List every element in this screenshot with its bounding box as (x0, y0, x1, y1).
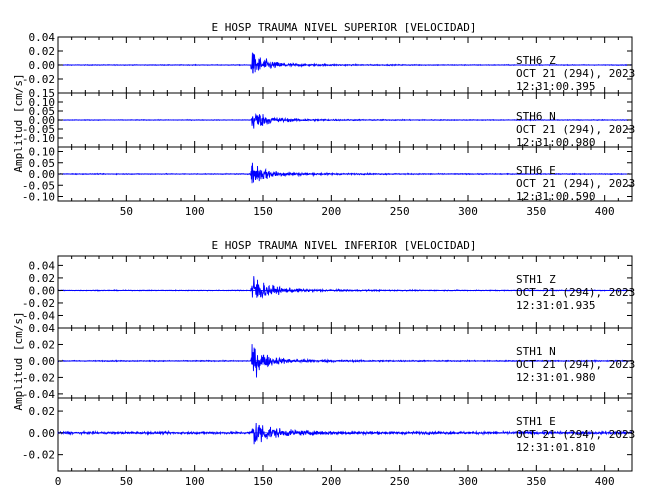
x-tick-label: 0 (55, 475, 62, 488)
y-tick-label: -0.04 (22, 388, 55, 401)
record-time-label: 12:31:01.810 (516, 441, 595, 454)
x-tick-label: 150 (253, 475, 273, 488)
y-tick-label: 0.05 (29, 105, 56, 118)
y-tick-label: 0.02 (29, 405, 56, 418)
waveform-trace (57, 422, 633, 445)
y-tick-label: 0.10 (29, 96, 56, 109)
record-date-label: OCT 21 (294), 2023 (516, 67, 635, 80)
record-time-label: 12:31:01.935 (516, 299, 595, 312)
station-component-label: STH6 N (516, 110, 556, 123)
x-tick-label: 50 (120, 475, 133, 488)
x-tick-label: 350 (526, 205, 546, 218)
y-tick-label: 0.04 (29, 31, 56, 44)
x-tick-label: 100 (185, 475, 205, 488)
upper-chart-title: E HOSP TRAUMA NIVEL SUPERIOR [VELOCIDAD] (212, 21, 477, 34)
record-date-label: OCT 21 (294), 2023 (516, 177, 635, 190)
waveform-trace (57, 344, 633, 378)
station-component-label: STH6 E (516, 164, 556, 177)
lower-level-chart: E HOSP TRAUMA NIVEL INFERIOR [VELOCIDAD]… (12, 239, 635, 488)
y-tick-label: 0.10 (29, 146, 56, 159)
x-tick-label: 400 (595, 205, 615, 218)
record-time-label: 12:31:00.980 (516, 136, 595, 149)
x-tick-label: 300 (458, 475, 478, 488)
x-tick-label: 400 (595, 475, 615, 488)
x-tick-label: 50 (120, 205, 133, 218)
y-tick-label: -0.02 (22, 73, 55, 86)
upper-level-chart: E HOSP TRAUMA NIVEL SUPERIOR [VELOCIDAD]… (12, 21, 635, 218)
record-date-label: OCT 21 (294), 2023 (516, 286, 635, 299)
x-tick-label: 250 (390, 205, 410, 218)
station-component-label: STH1 Z (516, 273, 556, 286)
y-tick-label: -0.05 (22, 179, 55, 192)
station-component-label: STH1 N (516, 345, 556, 358)
station-component-label: STH1 E (516, 415, 556, 428)
y-tick-label: 0.02 (29, 272, 56, 285)
upper-y-axis-label: Amplitud [cm/s] (12, 73, 25, 172)
y-tick-label: 0.00 (29, 114, 56, 127)
record-time-label: 12:31:01.980 (516, 371, 595, 384)
y-tick-label: -0.05 (22, 123, 55, 136)
y-tick-label: -0.10 (22, 191, 55, 204)
waveform-trace (57, 162, 633, 184)
x-tick-label: 200 (321, 475, 341, 488)
y-tick-label: 0.00 (29, 59, 56, 72)
lower-chart-title: E HOSP TRAUMA NIVEL INFERIOR [VELOCIDAD] (212, 239, 477, 252)
y-tick-label: 0.02 (29, 338, 56, 351)
y-tick-label: 0.02 (29, 45, 56, 58)
record-date-label: OCT 21 (294), 2023 (516, 428, 635, 441)
waveform-trace (57, 276, 633, 299)
y-tick-label: 0.15 (29, 87, 56, 100)
x-tick-label: 100 (185, 205, 205, 218)
y-tick-label: 0.05 (29, 157, 56, 170)
y-tick-label: 0.00 (29, 168, 56, 181)
station-component-label: STH6 Z (516, 54, 556, 67)
record-date-label: OCT 21 (294), 2023 (516, 123, 635, 136)
y-tick-label: 0.00 (29, 355, 56, 368)
y-tick-label: -0.02 (22, 371, 55, 384)
y-tick-label: -0.02 (22, 449, 55, 462)
x-tick-label: 250 (390, 475, 410, 488)
y-tick-label: -0.02 (22, 297, 55, 310)
y-tick-label: -0.10 (22, 132, 55, 145)
x-tick-label: 150 (253, 205, 273, 218)
lower-y-axis-label: Amplitud [cm/s] (12, 311, 25, 410)
y-tick-label: 0.04 (29, 259, 56, 272)
waveform-trace (57, 112, 633, 129)
x-tick-label: 200 (321, 205, 341, 218)
x-tick-label: 300 (458, 205, 478, 218)
waveform-trace (57, 52, 633, 74)
record-date-label: OCT 21 (294), 2023 (516, 358, 635, 371)
x-tick-label: 350 (526, 475, 546, 488)
record-time-label: 12:31:00.590 (516, 190, 595, 203)
y-tick-label: 0.04 (29, 322, 56, 335)
y-tick-label: 0.00 (29, 284, 56, 297)
y-tick-label: 0.00 (29, 427, 56, 440)
y-tick-label: -0.04 (22, 309, 55, 322)
record-time-label: 12:31:00.395 (516, 80, 595, 93)
